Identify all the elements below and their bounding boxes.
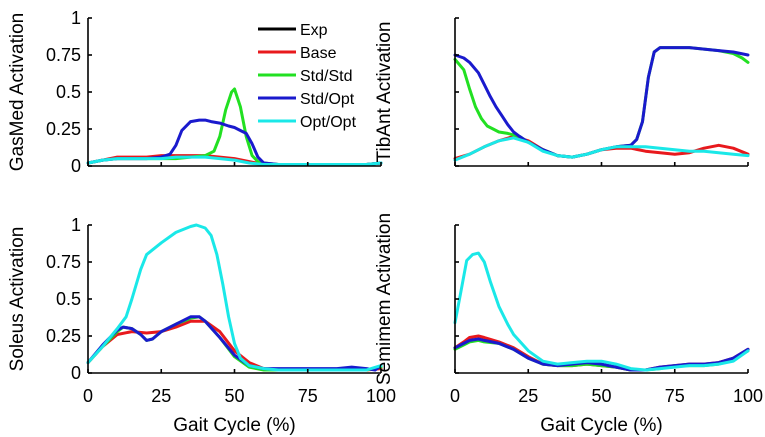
x-axis-label: Gait Cycle (%): [173, 415, 295, 436]
legend-entry: Opt/Opt: [300, 114, 357, 131]
x-tick-label: 75: [298, 386, 318, 406]
panel-semimem: 0 25 50 75 100 Semimem Activation Gait Cycle (…: [374, 213, 763, 436]
legend: Exp Base Std/Std Std/Opt Opt/Opt: [258, 22, 357, 131]
x-tick-label: 75: [665, 386, 685, 406]
legend-entry: Std/Opt: [300, 91, 355, 108]
series-line-opt-opt: [453, 136, 750, 162]
y-axis-label: Semimem Activation: [374, 213, 395, 385]
y-tick-label: 0: [71, 363, 81, 383]
x-tick-label: 100: [366, 386, 396, 406]
y-tick-label: 0.5: [56, 82, 81, 102]
y-tick-label: 0.25: [46, 119, 81, 139]
x-tick-label: 25: [518, 386, 538, 406]
x-tick-label: 0: [83, 386, 93, 406]
y-axis-label: GasMed Activation: [7, 13, 28, 171]
y-tick-label: 1: [71, 215, 81, 235]
series-line-opt-opt: [453, 251, 750, 372]
y-tick-label: 0: [71, 156, 81, 176]
legend-entry: Exp: [300, 22, 328, 39]
y-tick-label: 0.5: [56, 289, 81, 309]
y-tick-label: 0.75: [46, 252, 81, 272]
legend-entry: Std/Std: [300, 68, 352, 85]
x-tick-label: 0: [450, 386, 460, 406]
x-tick-label: 50: [591, 386, 611, 406]
x-tick-label: 50: [224, 386, 244, 406]
x-axis-label: Gait Cycle (%): [540, 415, 662, 436]
panel-tibant: TibAnt Activation: [374, 17, 750, 167]
series-line-opt-opt: [86, 223, 383, 372]
y-tick-label: 0.25: [46, 326, 81, 346]
legend-entry: Base: [300, 45, 337, 62]
panel-gasmed: 0 0.25 0.5 0.75 1 GasMed Activation Exp Base Std…: [7, 8, 383, 176]
y-axis-label: Soleus Activation: [7, 227, 28, 372]
y-tick-label: 0.75: [46, 45, 81, 65]
y-tick-label: 1: [71, 8, 81, 28]
series-line-opt-opt: [86, 155, 383, 166]
y-axis-label: TibAnt Activation: [374, 22, 395, 163]
panel-soleus: 0 0.25 0.5 0.75 1 0 25 50 75 100 Soleus Activation…: [7, 215, 396, 436]
x-tick-label: 100: [733, 386, 763, 406]
x-tick-label: 25: [151, 386, 171, 406]
